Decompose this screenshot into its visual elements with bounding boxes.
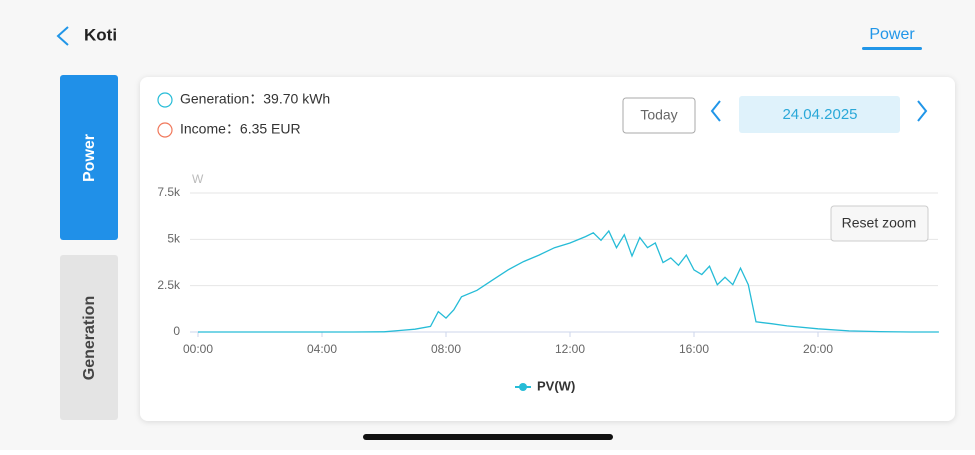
top-tab[interactable]: Power <box>869 26 915 43</box>
generation-stat: Generation：39.70 kWh <box>180 91 330 107</box>
y-tick-label: 5k <box>167 232 181 246</box>
home-indicator <box>363 434 613 440</box>
y-tick-label: 7.5k <box>157 185 181 199</box>
y-unit: W <box>192 172 204 186</box>
income-stat: Income：6.35 EUR <box>180 121 301 137</box>
x-tick-label: 08:00 <box>431 342 461 356</box>
date-label: 24.04.2025 <box>782 106 857 123</box>
x-tick-label: 04:00 <box>307 342 337 356</box>
y-tick-label: 0 <box>173 324 180 338</box>
prev-date[interactable] <box>710 100 721 122</box>
next-date[interactable] <box>917 100 928 122</box>
side-tab-label: Generation <box>81 296 98 380</box>
reset-zoom-label: Reset zoom <box>842 215 917 231</box>
generation-icon <box>157 92 173 108</box>
side-tab[interactable] <box>60 255 118 420</box>
x-tick-label: 12:00 <box>555 342 585 356</box>
side-tab-label: Power <box>81 134 98 182</box>
today-label: Today <box>640 107 677 123</box>
today-button[interactable] <box>622 97 696 134</box>
income-icon <box>157 122 173 138</box>
side-tab-active[interactable] <box>60 75 118 240</box>
x-tick-label: 00:00 <box>183 342 213 356</box>
tab-underline <box>862 47 922 50</box>
legend-label: PV(W) <box>537 378 575 393</box>
y-tick-label: 2.5k <box>157 278 181 292</box>
x-tick-label: 16:00 <box>679 342 709 356</box>
x-tick-label: 20:00 <box>803 342 833 356</box>
card <box>140 77 955 421</box>
reset-zoom-button[interactable] <box>830 205 929 242</box>
legend-marker <box>519 383 527 391</box>
back-button[interactable] <box>56 26 69 46</box>
page-title: Koti <box>84 25 117 44</box>
pv-line <box>198 229 939 333</box>
date-field[interactable] <box>739 96 900 133</box>
